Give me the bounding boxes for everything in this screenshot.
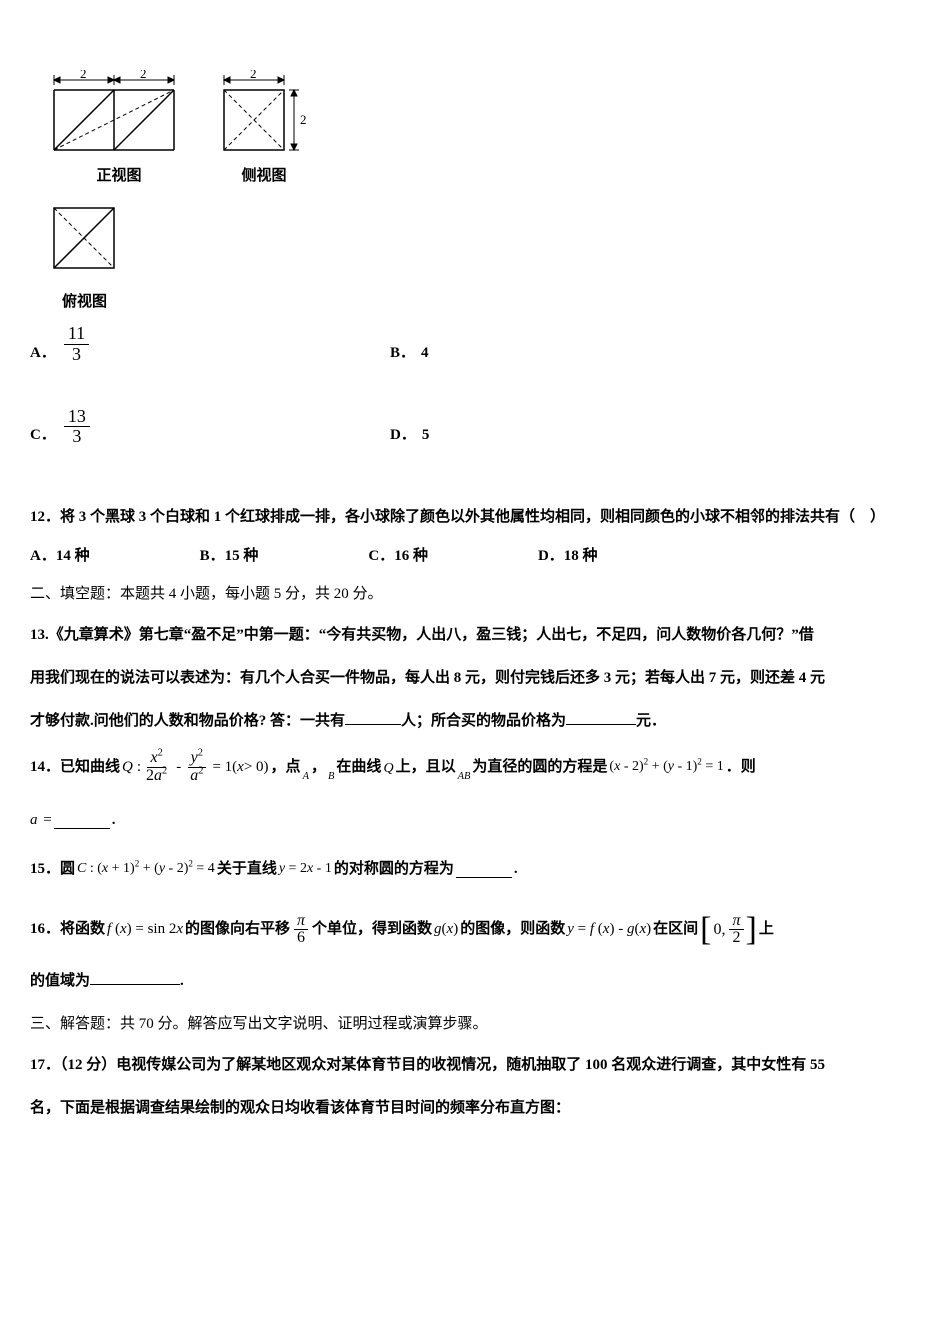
q14-prefix: 14．已知曲线 [30, 748, 120, 787]
q15-line: 15．圆 C : (x + 1)2 + (y - 2)2 = 4 关于直线 y … [30, 850, 920, 889]
q11-row-ab: A． 11 3 B． 4 [30, 324, 920, 365]
q12-C: C．16 种 [368, 544, 428, 568]
q16-diff: y = f (x) - g(x) [567, 910, 651, 949]
q14-mid6: ．则 [726, 748, 756, 787]
q14-equation: Q: x2 2a2 - y2 a2 = 1(x > 0) [122, 748, 269, 787]
front-view-svg: 2 2 [44, 70, 194, 160]
q16-mid4: 在区间 [653, 910, 698, 949]
q14-mid1: ，点 [271, 748, 301, 787]
q11-B-letter: B． [390, 341, 415, 365]
q15-mid1: 关于直线 [217, 850, 277, 889]
q14-mid2: ， [311, 748, 326, 787]
q11-A-frac: 11 3 [64, 324, 89, 365]
q14-line2: a = . [30, 801, 920, 840]
side-view-block: 2 2 侧视图 [214, 70, 314, 188]
q14-mid4: 上，且以 [396, 748, 456, 787]
q14-a-eq: a [30, 801, 38, 840]
q13-line2: 用我们现在的说法可以表述为：有几个人合买一件物品，每人出 8 元，则付完钱后还多… [30, 662, 920, 695]
front-view-block: 2 2 正视图 [44, 70, 194, 188]
dim-2b: 2 [140, 70, 147, 81]
q11-row-cd: C． 13 3 D． 5 [30, 407, 920, 448]
q13-line3: 才够付款.问他们的人数和物品价格? 答：一共有 人；所合买的物品价格为 元． [30, 705, 920, 738]
q11-C-letter: C． [30, 423, 56, 447]
q16-shift-frac: π 6 [294, 913, 308, 948]
q13-line3a: 才够付款.问他们的人数和物品价格? 答：一共有 [30, 713, 345, 729]
q14-blank [54, 813, 110, 829]
q15-C-eq: C : (x + 1)2 + (y - 2)2 = 4 [77, 851, 215, 887]
q14-Q2: Q [383, 751, 393, 787]
q16-blank [90, 969, 180, 985]
q16-line2: 的值域为. [30, 965, 920, 998]
q12-D: D．18 种 [538, 544, 598, 568]
q11-A-letter: A． [30, 341, 56, 365]
q16-mid5: 上 [759, 910, 774, 949]
q16-f: f (x) = sin 2x [107, 910, 183, 949]
q11-B-value: 4 [421, 341, 429, 365]
q14-mid5: 为直径的圆的方程是 [472, 748, 607, 787]
top-view-caption: 俯视图 [62, 290, 920, 314]
section3-heading: 三、解答题：共 70 分。解答应写出文字说明、证明过程或演算步骤。 [30, 1008, 920, 1041]
q13-line3c: 元． [636, 713, 666, 729]
q16-mid2: 个单位，得到函数 [312, 910, 432, 949]
q11-C-frac: 13 3 [64, 407, 90, 448]
three-view-figures: 2 2 正视图 2 2 侧视图 [44, 70, 920, 188]
q12-B: B．15 种 [200, 544, 259, 568]
q14-A: A [303, 771, 309, 782]
q14-line1: 14．已知曲线 Q: x2 2a2 - y2 a2 = 1(x > 0) ，点 … [30, 748, 920, 787]
q12-stem: 12．将 3 个黑球 3 个白球和 1 个红球排成一排，各小球除了颜色以外其他属… [30, 501, 920, 534]
side-view-svg: 2 2 [214, 70, 314, 160]
q16-line1: 16．将函数 f (x) = sin 2x 的图像向右平移 π 6 个单位，得到… [30, 909, 920, 951]
q15-blank [456, 862, 512, 878]
q14-B: B [328, 771, 334, 782]
q16-g: g(x) [434, 910, 458, 949]
q15-line-eq: y = 2x - 1 [279, 851, 332, 887]
q16-prefix: 16．将函数 [30, 910, 105, 949]
q16-line2-text: 的值域为 [30, 973, 90, 989]
q13-line1: 13.《九章算术》第七章“盈不足”中第一题：“今有共买物，人出八，盈三钱；人出七… [30, 619, 920, 652]
q12-A: A．14 种 [30, 544, 90, 568]
side-view-caption: 侧视图 [241, 164, 286, 188]
front-view-caption: 正视图 [96, 164, 141, 188]
q16-mid3: 的图像，则函数 [460, 910, 565, 949]
q15-prefix: 15．圆 [30, 850, 75, 889]
blank-people [345, 709, 401, 725]
q16-interval: [ 0, π 2 ] [700, 909, 757, 951]
q12-choices: A．14 种 B．15 种 C．16 种 D．18 种 [30, 544, 920, 568]
q17-line2: 名，下面是根据调查结果绘制的观众日均收看该体育节目时间的频率分布直方图： [30, 1092, 920, 1125]
dim-2a: 2 [80, 70, 87, 81]
q13-line3b: 人；所合买的物品价格为 [401, 713, 566, 729]
blank-price [566, 709, 636, 725]
q14-mid3: 在曲线 [336, 748, 381, 787]
section2-heading: 二、填空题：本题共 4 小题，每小题 5 分，共 20 分。 [30, 578, 920, 611]
q17-line1: 17．（12 分）电视传媒公司为了解某地区观众对某体育节目的收视情况，随机抽取了… [30, 1049, 920, 1082]
side-dim-right: 2 [300, 112, 307, 127]
q14-period: . [112, 801, 116, 840]
top-view-svg [44, 198, 144, 278]
side-dim-top: 2 [250, 70, 257, 81]
q16-mid1: 的图像向右平移 [185, 910, 290, 949]
q16-period: . [180, 973, 184, 989]
q11-D-value: 5 [422, 423, 430, 447]
q14-AB: AB [458, 771, 471, 782]
q11-D-letter: D． [390, 423, 416, 447]
top-view-block: 俯视图 [44, 198, 920, 314]
q15-mid2: 的对称圆的方程为 [334, 850, 454, 889]
q15-period: . [514, 850, 518, 889]
